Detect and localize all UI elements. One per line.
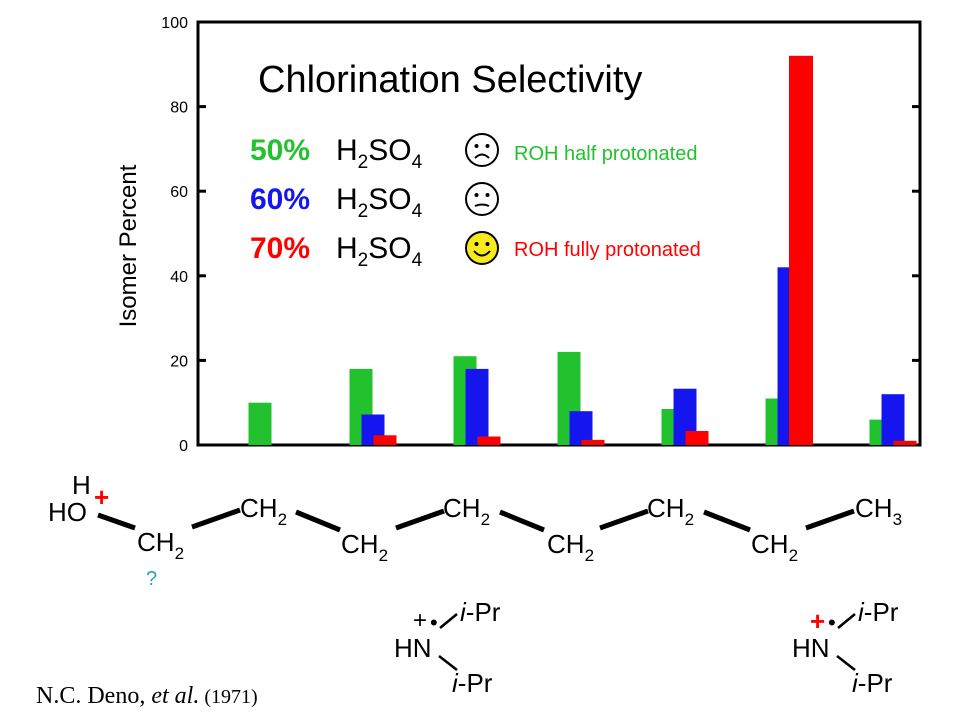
ch2-c3: CH2 <box>341 529 388 565</box>
y-tick-label-20: 20 <box>170 353 188 370</box>
bond-c4-c5 <box>499 509 545 533</box>
amine-ipr-top-right: i-Pr <box>858 597 899 627</box>
amine-dot-right: • <box>828 610 836 635</box>
bond-o-c1 <box>97 512 136 531</box>
legend-note-70: ROH fully protonated <box>514 239 701 261</box>
y-tick-label-80: 80 <box>170 100 188 117</box>
legend-percent-70: 70% <box>250 232 310 265</box>
legend-acid-60: H2SO4 <box>336 183 423 222</box>
citation: N.C. Deno, et al. (1971) <box>36 683 258 709</box>
oxonium-plus: + <box>94 482 109 512</box>
amine-ipr-bottom-right: i-Pr <box>852 668 893 698</box>
bond-c6-c7 <box>703 509 751 533</box>
legend-percent-60: 60% <box>250 183 310 216</box>
ch3-c8: CH3 <box>855 493 902 529</box>
legend: 50% H2SO4 ROH half protonated 60% H2SO4 … <box>250 133 701 271</box>
bar-series3-C3 <box>477 436 501 445</box>
legend-item-50: 50% H2SO4 ROH half protonated <box>250 133 697 173</box>
bar-series1-C1 <box>248 402 272 445</box>
amine-ipr-bottom-left: i-Pr <box>452 668 493 698</box>
bond-c1-c2 <box>191 507 241 530</box>
ch2-c5: CH2 <box>547 529 594 565</box>
hydroxyl-ho: HO <box>48 497 87 527</box>
amine-ipr-top-left: i-Pr <box>460 597 501 627</box>
legend-item-70: 70% H2SO4 ROH fully protonated <box>250 231 701 271</box>
legend-acid-50: H2SO4 <box>336 134 423 173</box>
legend-percent-50: 50% <box>250 134 310 167</box>
smile-face-icon <box>465 231 499 265</box>
bond-c7-c8 <box>805 508 855 531</box>
y-axis-ticks: 0 20 40 60 80 100 <box>161 15 920 455</box>
amine-plus-left: + <box>413 607 427 634</box>
ch2-c6: CH2 <box>647 493 694 529</box>
bar-series3-C2 <box>373 435 397 445</box>
c1-question: ? <box>146 568 157 590</box>
octanol-structure: H HO + ? CH2 CH2 CH2 CH2 CH2 CH2 CH2 CH3 <box>48 470 902 590</box>
amine-dot-left: • <box>430 610 438 635</box>
y-axis-label: Isomer Percent <box>115 164 142 327</box>
bond-c3-c4 <box>395 508 445 531</box>
neutral-face-icon <box>465 182 499 216</box>
bar-series2-C4 <box>569 411 593 445</box>
ch2-c1: CH2 <box>137 527 184 563</box>
legend-note-50: ROH half protonated <box>514 143 697 165</box>
hydroxyl-h: H <box>72 470 91 500</box>
ch2-c2: CH2 <box>240 493 287 529</box>
ch2-c4: CH2 <box>443 493 490 529</box>
legend-item-60: 60% H2SO4 <box>250 182 499 222</box>
amine-plus-right: + <box>810 606 825 636</box>
amine-hn-left: HN <box>394 633 432 663</box>
amine-radical-cation-right: + • HN i-Pr i-Pr <box>792 597 899 698</box>
bar-series2-C3 <box>465 368 489 445</box>
bar-series3-C5 <box>685 431 709 445</box>
y-tick-label-40: 40 <box>170 269 188 286</box>
bar-series2-C5 <box>673 388 697 445</box>
bar-series3-C7 <box>893 440 917 445</box>
frown-face-icon <box>465 133 499 167</box>
y-tick-label-0: 0 <box>179 438 188 455</box>
bars <box>248 55 917 446</box>
ch2-c7: CH2 <box>751 529 798 565</box>
bond-c2-c3 <box>295 509 341 533</box>
bond-c5-c6 <box>599 508 649 531</box>
bar-series3-C4 <box>581 439 605 445</box>
bar-series3-C6 <box>789 55 813 446</box>
amine-radical-cation-left: + • HN i-Pr i-Pr <box>394 597 501 698</box>
y-tick-label-60: 60 <box>170 184 188 201</box>
legend-acid-70: H2SO4 <box>336 232 423 271</box>
amine-hn-right: HN <box>792 633 830 663</box>
y-tick-label-100: 100 <box>161 15 188 32</box>
bar-series2-C7 <box>881 394 905 445</box>
chart-title: Chlorination Selectivity <box>258 59 642 101</box>
